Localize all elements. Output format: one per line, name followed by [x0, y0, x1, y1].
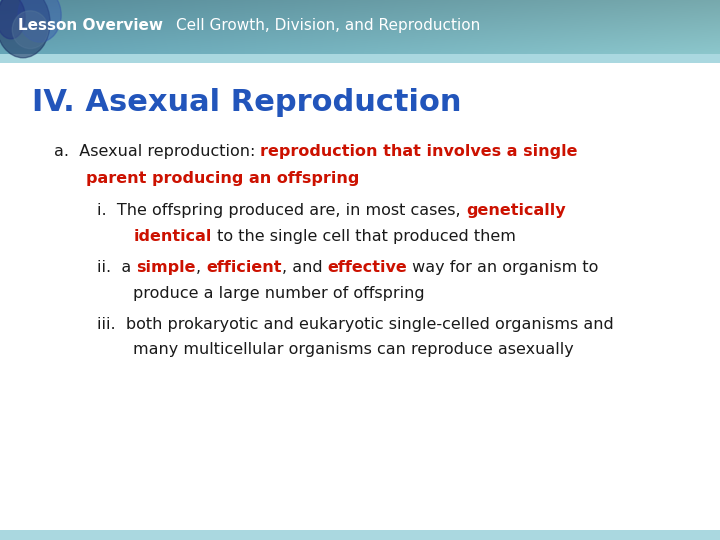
Text: genetically: genetically [466, 203, 566, 218]
Text: to the single cell that produced them: to the single cell that produced them [212, 229, 516, 244]
Text: simple: simple [137, 260, 196, 275]
Text: produce a large number of offspring: produce a large number of offspring [133, 286, 425, 301]
Text: reproduction that involves a single: reproduction that involves a single [261, 144, 578, 159]
Text: Cell Growth, Division, and Reproduction: Cell Growth, Division, and Reproduction [176, 18, 481, 33]
Text: parent producing an offspring: parent producing an offspring [86, 171, 360, 186]
FancyBboxPatch shape [0, 530, 720, 540]
Ellipse shape [18, 0, 61, 42]
Text: i.  The offspring produced are, in most cases,: i. The offspring produced are, in most c… [97, 203, 466, 218]
Text: a.  Asexual reproduction:: a. Asexual reproduction: [54, 144, 261, 159]
Ellipse shape [12, 11, 48, 49]
FancyBboxPatch shape [0, 54, 720, 63]
Text: , and: , and [282, 260, 328, 275]
Text: efficient: efficient [207, 260, 282, 275]
Text: way for an organism to: way for an organism to [408, 260, 599, 275]
Text: identical: identical [133, 229, 212, 244]
Text: iii.  both prokaryotic and eukaryotic single-celled organisms and: iii. both prokaryotic and eukaryotic sin… [97, 316, 614, 332]
Text: ,: , [196, 260, 207, 275]
Text: effective: effective [328, 260, 408, 275]
Text: Lesson Overview: Lesson Overview [18, 18, 163, 33]
Ellipse shape [0, 0, 50, 58]
Text: ii.  a: ii. a [97, 260, 137, 275]
Text: many multicellular organisms can reproduce asexually: many multicellular organisms can reprodu… [133, 342, 574, 357]
Text: IV. Asexual Reproduction: IV. Asexual Reproduction [32, 88, 462, 117]
Ellipse shape [0, 0, 25, 39]
